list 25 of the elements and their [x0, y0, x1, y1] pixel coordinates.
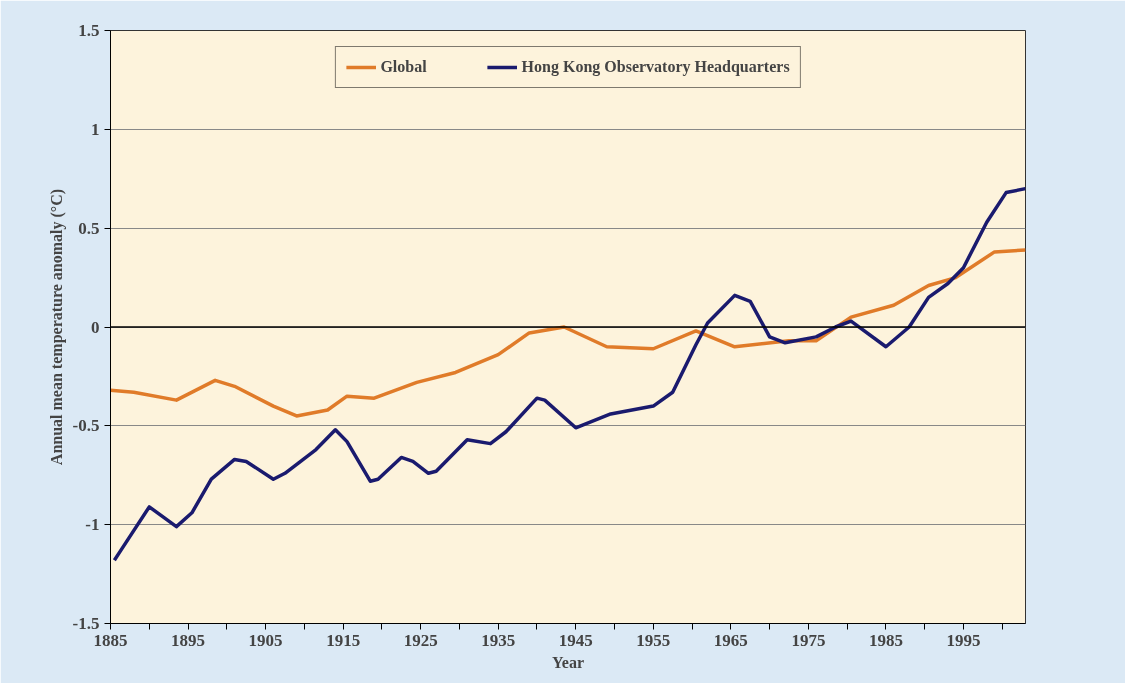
x-tick-label: 1945: [558, 630, 593, 650]
line-series: [112, 186, 1026, 562]
x-tick-label: 1995: [946, 630, 981, 650]
y-tick-label: 0: [91, 317, 100, 337]
x-tick-label: 1905: [248, 630, 283, 650]
x-tick-label: 1895: [171, 630, 206, 650]
x-axis-title: Year: [552, 653, 584, 671]
y-tick-label: -1: [85, 515, 100, 535]
line-series: [110, 248, 1026, 418]
y-tick-label: -1.5: [72, 614, 100, 633]
x-tick-label: 1985: [868, 630, 903, 650]
legend-label: Hong Kong Observatory Headquarters: [521, 58, 790, 76]
y-tick-label: 0.5: [78, 218, 100, 238]
y-tick-label: -0.5: [72, 416, 100, 436]
x-tick-label: 1975: [791, 630, 826, 650]
x-tick-label: 1915: [326, 630, 361, 650]
x-tick-label: 1885: [93, 630, 128, 650]
x-tick-label: 1935: [481, 630, 516, 650]
x-tick-label: 1955: [636, 630, 671, 650]
x-tick-label: 1925: [403, 630, 438, 650]
y-axis-title: Annual mean temperature anomaly (°C): [47, 188, 66, 466]
y-tick-label: 1: [91, 119, 100, 139]
legend-label: Global: [380, 58, 427, 76]
x-tick-label: 1965: [713, 630, 748, 650]
y-tick-label: 1.5: [78, 21, 100, 40]
